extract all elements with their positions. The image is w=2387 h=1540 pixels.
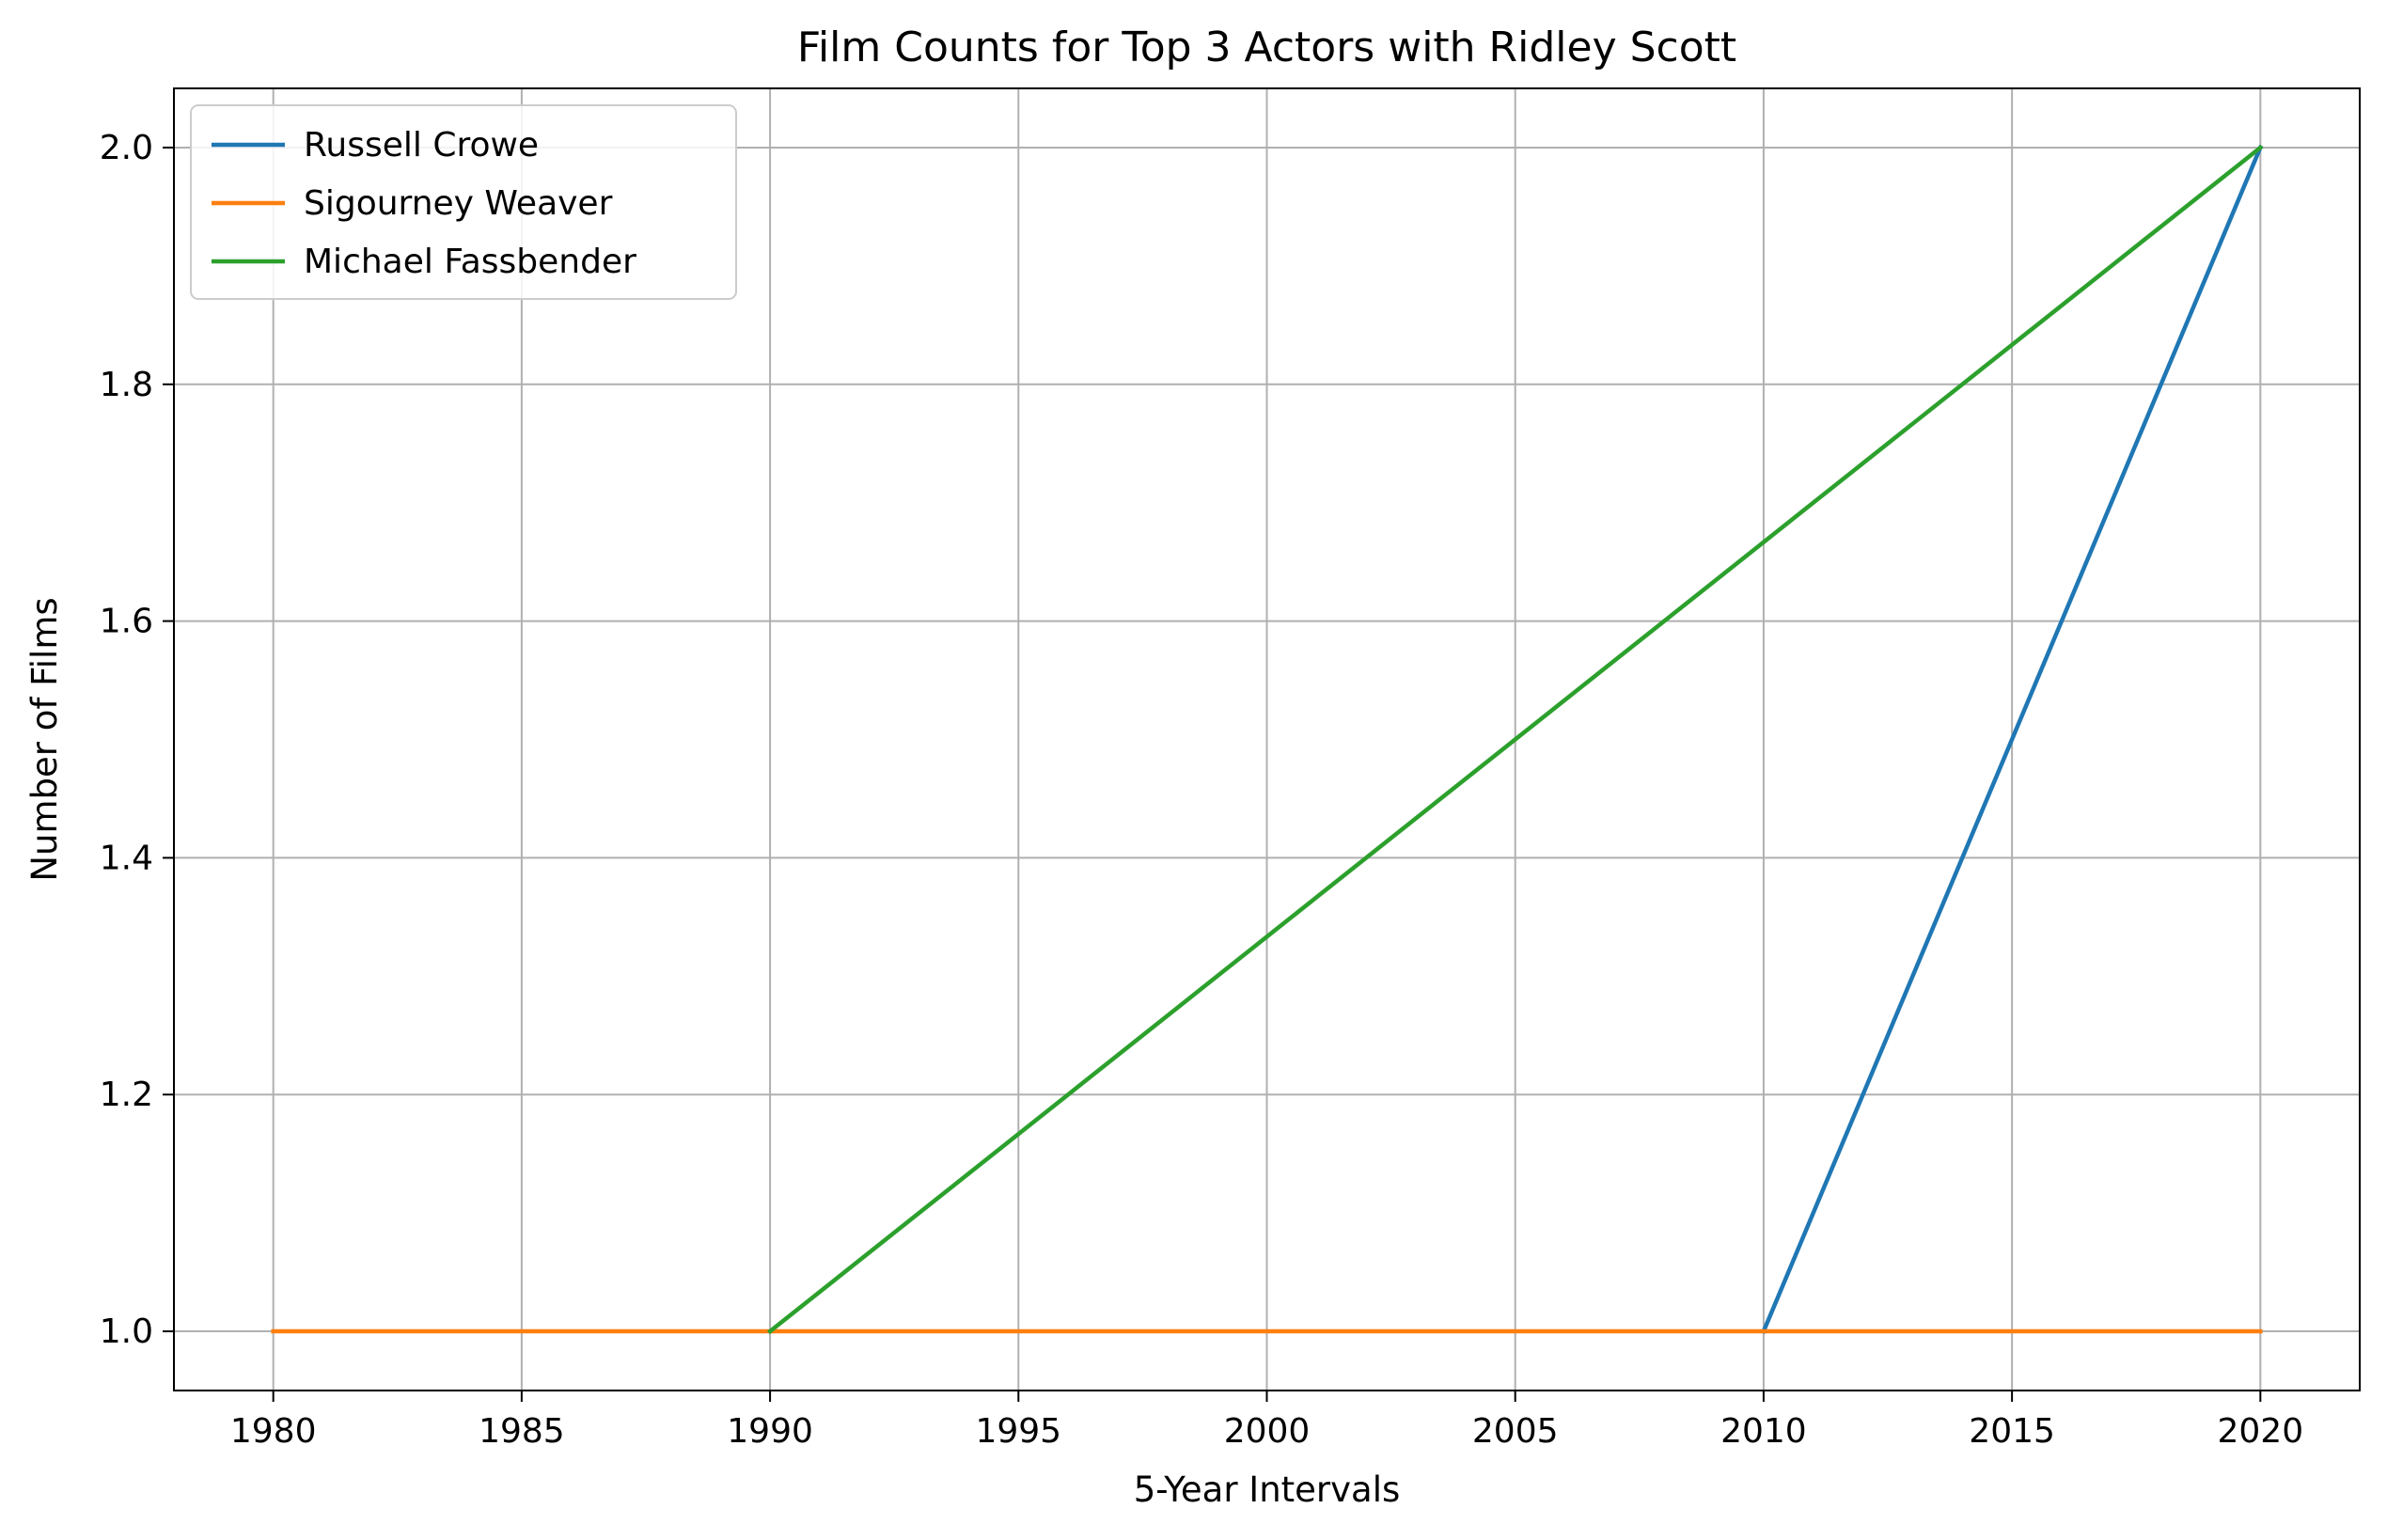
y-tick-label: 1.4: [100, 839, 153, 877]
y-tick-label: 1.6: [100, 603, 153, 641]
y-tick-label: 1.0: [100, 1312, 153, 1351]
x-tick-label: 1980: [230, 1412, 317, 1451]
x-tick-label: 1995: [975, 1412, 1061, 1451]
legend-label: Sigourney Weaver: [304, 184, 613, 223]
y-tick-label: 1.8: [100, 366, 153, 404]
legend-box: [190, 104, 737, 300]
y-tick-label: 2.0: [100, 129, 153, 167]
y-tick-label: 1.2: [100, 1076, 153, 1114]
x-tick-label: 2000: [1224, 1412, 1311, 1451]
legend-label: Michael Fassbender: [304, 243, 636, 281]
x-tick-label: 2010: [1720, 1412, 1807, 1451]
series-lines: [271, 144, 2264, 1335]
y-axis-ticks: 1.0 1.2 1.4 1.6 1.8 2.0: [100, 129, 174, 1351]
legend: Russell Crowe Sigourney Weaver Michael Fas…: [190, 104, 737, 300]
series-line-michael-fassbender: [766, 144, 2264, 1335]
x-tick-label: 1985: [479, 1412, 565, 1451]
x-tick-label: 2015: [1969, 1412, 2055, 1451]
legend-label: Russell Crowe: [304, 126, 539, 165]
chart-title: Film Counts for Top 3 Actors with Ridley…: [797, 24, 1736, 71]
y-axis-label: Number of Films: [24, 597, 65, 881]
x-tick-label: 2020: [2218, 1412, 2304, 1451]
x-tick-label: 2005: [1472, 1412, 1559, 1451]
x-axis-label: 5-Year Intervals: [1134, 1469, 1401, 1510]
series-line-russell-crowe: [1760, 145, 2264, 1334]
x-axis-ticks: 1980 1985 1990 1995 2000 2005 2010 2015 2020: [230, 1391, 2303, 1451]
x-tick-label: 1990: [727, 1412, 813, 1451]
